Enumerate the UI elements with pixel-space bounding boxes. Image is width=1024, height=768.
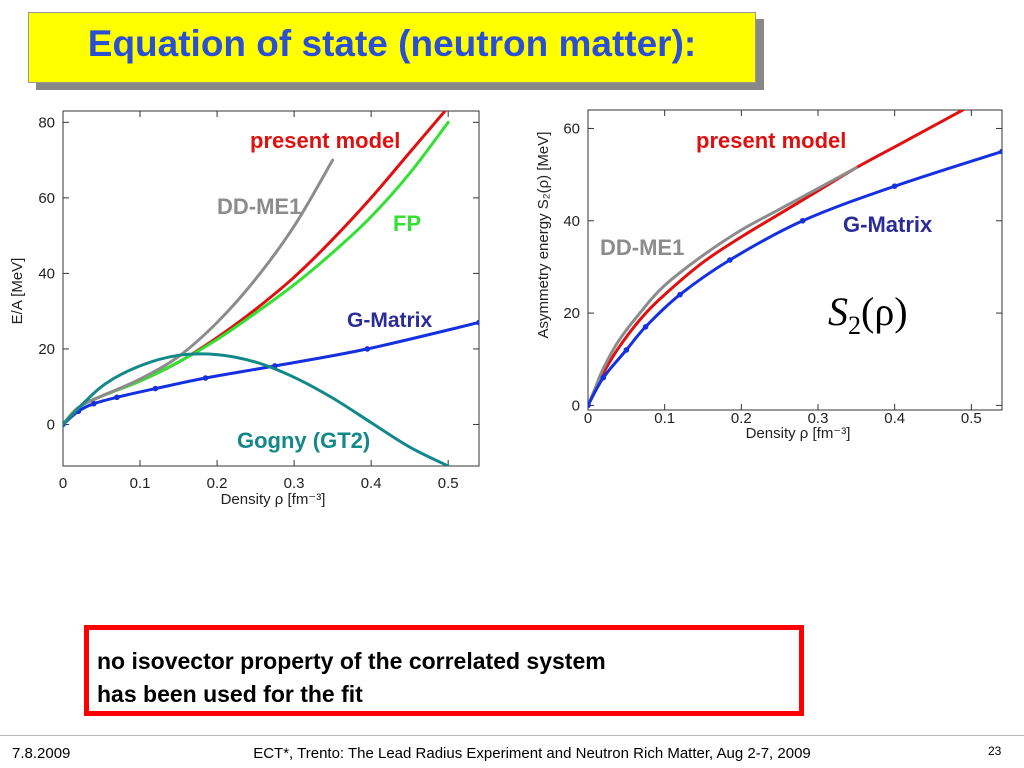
s2-subscript: 2 bbox=[848, 311, 861, 340]
annotation-label-3: G-Matrix bbox=[347, 309, 433, 332]
annotation-label-2: DD-ME1 bbox=[600, 235, 684, 260]
annotation-label-4: Gogny (GT2) bbox=[237, 428, 370, 453]
series-line-0 bbox=[588, 110, 966, 407]
x-tick-label: 0.2 bbox=[731, 410, 752, 427]
plot-frame bbox=[587, 109, 1003, 411]
y-tick-label: 0 bbox=[572, 397, 580, 414]
series-point bbox=[91, 400, 97, 407]
x-tick-label: 0.1 bbox=[654, 410, 675, 427]
x-tick-label: 0 bbox=[59, 475, 67, 492]
annotation-label-0: present model bbox=[696, 128, 846, 153]
note-line-1: no isovector property of the correlated … bbox=[97, 648, 606, 674]
series-point bbox=[623, 347, 630, 353]
x-tick-label: 0.5 bbox=[961, 410, 982, 427]
x-tick-label: 0.3 bbox=[808, 410, 829, 427]
x-tick-label: 0.4 bbox=[884, 410, 905, 427]
series-line-0 bbox=[63, 111, 447, 426]
series-point bbox=[600, 374, 607, 381]
s2-argument: (ρ) bbox=[861, 289, 908, 334]
series-point bbox=[642, 324, 649, 330]
series-point bbox=[476, 319, 479, 326]
x-axis-label: Density ρ [fm⁻³] bbox=[746, 425, 851, 442]
note-text: no isovector property of the correlated … bbox=[97, 645, 606, 711]
series-point bbox=[202, 375, 209, 381]
series-point bbox=[114, 394, 120, 401]
y-tick-label: 20 bbox=[38, 341, 55, 358]
note-line-2: has been used for the fit bbox=[97, 681, 363, 707]
series-group bbox=[588, 110, 1002, 409]
annotation-label-2: FP bbox=[393, 211, 421, 236]
series-line-1 bbox=[588, 166, 858, 407]
series-point bbox=[727, 257, 733, 263]
chart-energy-per-particle: 0 0.1 0.2 0.3 0.4 0.5 0 20 40 60 80 Density ρ [fm⁻³… bbox=[9, 110, 480, 508]
plot-frame bbox=[62, 110, 480, 467]
y-tick-label: 20 bbox=[563, 305, 580, 322]
slide-title: Equation of state (neutron matter): bbox=[87, 23, 697, 64]
y-tick-label: 60 bbox=[38, 190, 55, 207]
series-point bbox=[152, 385, 159, 392]
series-point bbox=[364, 346, 371, 352]
y-tick-label: 60 bbox=[563, 120, 580, 137]
series-point bbox=[891, 183, 898, 189]
s2-formula: S2(ρ) bbox=[828, 288, 908, 341]
y-tick-label: 0 bbox=[47, 416, 55, 433]
series-group bbox=[63, 111, 479, 466]
y-tick-label: 40 bbox=[563, 213, 580, 230]
title-box: Equation of state (neutron matter): bbox=[28, 12, 756, 83]
annotation-label-0: present model bbox=[250, 128, 400, 153]
footer-page-number: 23 bbox=[988, 744, 1002, 758]
y-tick-label: 80 bbox=[38, 114, 55, 131]
series-line-4 bbox=[63, 352, 450, 466]
x-tick-label: 0.3 bbox=[284, 475, 305, 492]
x-tick-label: 0.2 bbox=[207, 475, 228, 492]
x-tick-label: 0.4 bbox=[361, 475, 382, 492]
chart-asymmetry-energy: 0 0.1 0.2 0.3 0.4 0.5 0 20 40 60 Density ρ [fm⁻³] A… bbox=[535, 109, 1003, 442]
series-line-1 bbox=[63, 120, 450, 426]
y-axis-label: E/A [MeV] bbox=[9, 258, 26, 325]
footer-date: 7.8.2009 bbox=[12, 745, 71, 762]
series-line-3 bbox=[63, 321, 479, 426]
annotation-label-1: G-Matrix bbox=[843, 212, 933, 237]
note-box: no isovector property of the correlated … bbox=[84, 625, 804, 716]
y-tick-label: 40 bbox=[38, 265, 55, 282]
x-tick-label: 0.5 bbox=[438, 475, 459, 492]
x-tick-label: 0 bbox=[584, 410, 592, 427]
series-point bbox=[588, 402, 591, 409]
s2-symbol: S bbox=[828, 289, 848, 334]
y-axis-label: Asymmetry energy S₂(ρ) [MeV] bbox=[535, 132, 552, 339]
footer-divider bbox=[0, 735, 1024, 736]
series-point bbox=[999, 148, 1002, 155]
footer-event: ECT*, Trento: The Lead Radius Experiment… bbox=[253, 745, 811, 762]
x-tick-label: 0.1 bbox=[130, 475, 151, 492]
series-line-2 bbox=[588, 150, 1002, 407]
annotation-label-1: DD-ME1 bbox=[217, 194, 301, 219]
series-point bbox=[677, 291, 683, 298]
x-axis-label: Density ρ [fm⁻³] bbox=[221, 491, 326, 508]
series-point bbox=[799, 217, 806, 224]
